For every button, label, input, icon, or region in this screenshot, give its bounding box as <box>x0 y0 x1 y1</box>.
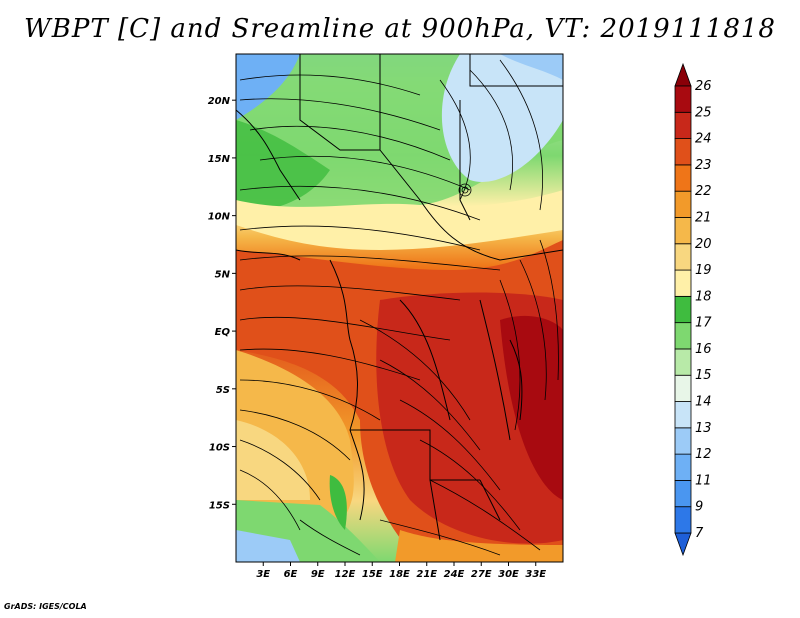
lon-tick-label: 30E <box>498 569 519 580</box>
lat-tick-label: 10N <box>208 212 231 223</box>
colorbar-label: 17 <box>695 316 712 331</box>
lon-tick-label: 27E <box>471 569 492 580</box>
colorbar-max-arrow <box>674 62 692 87</box>
axis-ticks: 3E 6E 9E 12E 15E 18E 21E 24E 27E 30E 33E 20N 15N 10N 5… <box>208 96 547 580</box>
colorbar-swatch <box>674 164 692 192</box>
colorbar-swatch <box>674 85 692 113</box>
lat-tick-label: 5S <box>216 385 230 396</box>
colorbar-label: 26 <box>695 79 712 94</box>
lon-tick-label: 12E <box>335 569 356 580</box>
colorbar-swatch <box>674 243 692 271</box>
lat-tick-label: EQ <box>215 327 231 338</box>
colorbar-swatch <box>674 401 692 429</box>
lon-tick-label: 6E <box>284 569 298 580</box>
lat-tick-label: 10S <box>209 443 230 454</box>
lon-tick-label: 33E <box>525 569 546 580</box>
colorbar-label: 23 <box>695 158 712 173</box>
colorbar-swatch <box>674 427 692 455</box>
colorbar-swatch <box>674 506 692 534</box>
temperature-field <box>236 54 563 562</box>
colorbar-label: 20 <box>695 237 712 252</box>
colorbar-swatch <box>674 453 692 481</box>
colorbar-swatch <box>674 217 692 245</box>
colorbar-label: 24 <box>695 132 712 147</box>
lon-tick-label: 24E <box>444 569 465 580</box>
lon-tick-label: 9E <box>311 569 325 580</box>
colorbar-label: 18 <box>695 289 712 304</box>
colorbar-swatch <box>674 138 692 166</box>
colorbar-swatch <box>674 295 692 324</box>
colorbar-min-arrow <box>674 532 692 557</box>
colorbar-swatch <box>674 111 692 139</box>
colorbar-label: 21 <box>695 210 712 225</box>
colorbar-swatch <box>674 480 692 508</box>
lon-tick-label: 3E <box>256 569 270 580</box>
colorbar-label: 15 <box>695 368 712 383</box>
colorbar-label: 22 <box>695 184 712 199</box>
lat-tick-label: 15N <box>208 154 231 165</box>
colorbar-label: 9 <box>695 500 703 515</box>
lat-tick-label: 5N <box>215 269 231 280</box>
colorbar-swatch <box>674 190 692 218</box>
map-title: WBPT [C] and Sreamline at 900hPa, VT: 20… <box>24 14 776 44</box>
colorbar-swatch <box>674 269 692 297</box>
colorbar-label: 7 <box>695 526 704 541</box>
credit-label: GrADS: IGES/COLA <box>4 602 87 611</box>
colorbar-label: 14 <box>695 395 712 410</box>
colorbar-swatch <box>674 374 692 402</box>
colorbar-label: 25 <box>695 105 712 120</box>
colorbar-swatch <box>674 322 692 350</box>
colorbar-label: 11 <box>695 473 712 488</box>
lon-tick-label: 21E <box>416 569 437 580</box>
colorbar: 7 9 11 12 13 14 15 16 17 18 19 20 21 22 23 24 25 26 <box>674 62 712 557</box>
streamlines <box>239 59 559 556</box>
colorbar-swatch <box>674 348 692 376</box>
lon-tick-label: 15E <box>362 569 383 580</box>
colorbar-label: 12 <box>695 447 712 462</box>
lat-tick-label: 15S <box>209 500 230 511</box>
country-boundaries <box>236 54 563 541</box>
colorbar-label: 16 <box>695 342 712 357</box>
colorbar-label: 13 <box>695 421 712 436</box>
colorbar-label: 19 <box>695 263 712 278</box>
lat-tick-label: 20N <box>208 96 231 107</box>
lon-tick-label: 18E <box>389 569 410 580</box>
